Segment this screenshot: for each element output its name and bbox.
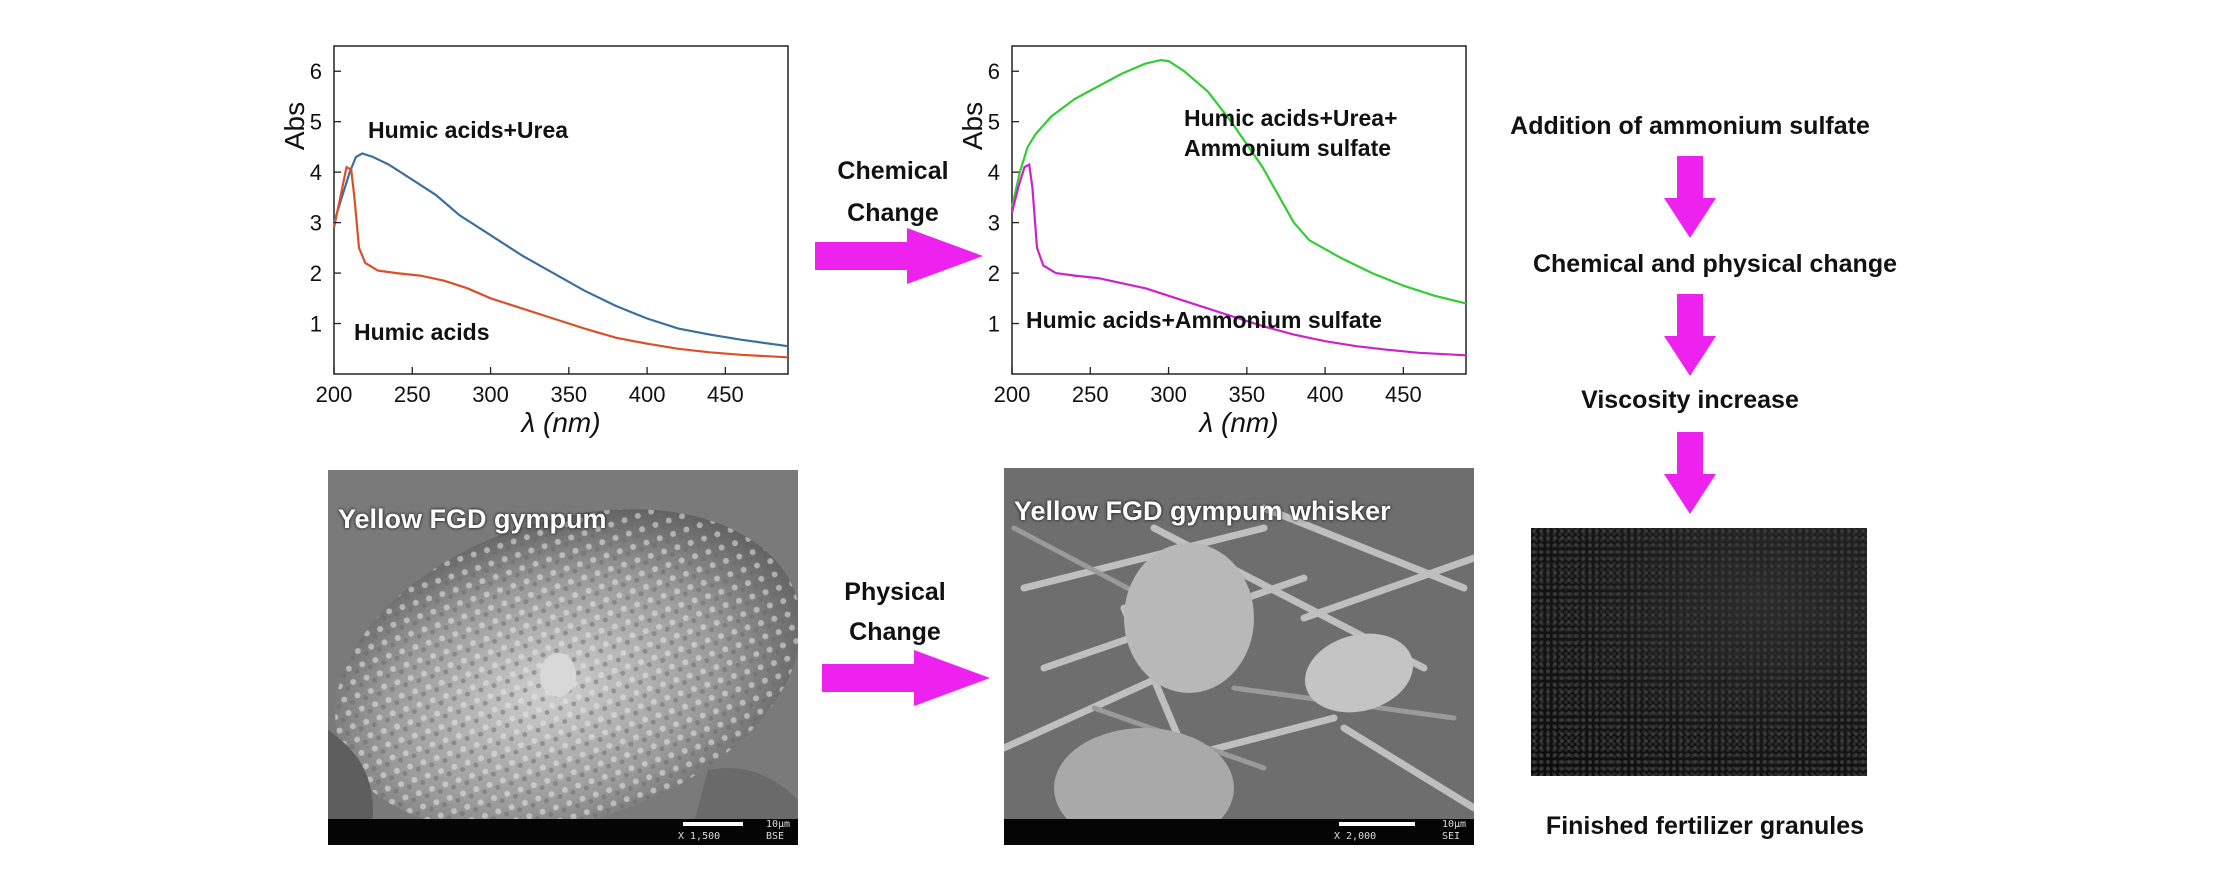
chart1-x-tick-label-5: 450 — [707, 382, 744, 407]
chart2-y-tick-label-0: 1 — [988, 312, 1000, 337]
sem-mode-label-2: SEI — [1442, 831, 1461, 842]
sem-scale-label-1: 10μm — [766, 819, 791, 830]
chart1-y-tick-label-0: 1 — [310, 312, 322, 337]
chemical-change-line1: Chemical — [837, 157, 949, 185]
chart1-xlabel: λ (nm) — [519, 407, 600, 438]
chart1-x-tick-label-2: 300 — [472, 382, 509, 407]
chart1-series-line-0 — [332, 152, 789, 348]
flow-step-1: Addition of ammonium sulfate — [1510, 112, 1870, 140]
chart2-ticks: 200 250 300 350 400 450 1 2 3 4 5 6 — [988, 59, 1422, 407]
chart2-ylabel: Abs — [957, 102, 988, 150]
chart2-y-tick-label-5: 6 — [988, 59, 1000, 84]
chart1-series-line-1 — [332, 165, 789, 359]
chart1-y-tick-label-1: 2 — [310, 261, 322, 286]
chart1-plot-area: 200 250 300 350 400 450 1 2 3 4 5 6 — [310, 45, 789, 407]
chart1-y-tick-label-4: 5 — [310, 110, 322, 135]
flow-arrow-down-icon-1 — [1664, 156, 1716, 238]
sem-caption-2: Yellow FGD gympum whisker — [1014, 496, 1391, 526]
flow-final-caption: Finished fertilizer granules — [1545, 812, 1865, 840]
chart2-x-tick-label-5: 450 — [1385, 382, 1422, 407]
chart2-x-tick-label-3: 350 — [1228, 382, 1265, 407]
flow-arrow-down-icon-2 — [1664, 294, 1716, 376]
flow-step-3: Viscosity increase — [1581, 386, 1799, 414]
chart2-y-tick-label-3: 4 — [988, 160, 1000, 185]
physical-change-arrow-icon — [822, 650, 990, 706]
chart2-plot-area: 200 250 300 350 400 450 1 2 3 4 5 6 — [988, 45, 1467, 407]
sem-texture-1 — [328, 470, 798, 845]
sem-mag-label-2: X 2,000 — [1334, 831, 1377, 842]
chart2-x-tick-label-0: 200 — [994, 382, 1031, 407]
chart1-x-tick-label-0: 200 — [316, 382, 353, 407]
chart1-series-group — [332, 152, 789, 359]
sem-info-bar-1: 10μm X 1,500 BSE — [328, 819, 798, 845]
sem-caption-1: Yellow FGD gympum — [338, 504, 607, 534]
chart2-series-line-1 — [1010, 162, 1467, 357]
chart1-y-tick-label-2: 3 — [310, 211, 322, 236]
flow-arrow-down-icon-3 — [1664, 432, 1716, 514]
sem-image-fgd-gypsum: Yellow FGD gympum 10μm X 1,500 BSE — [328, 470, 798, 845]
chart2-y-tick-label-1: 2 — [988, 261, 1000, 286]
chemical-change-label: Chemical Change — [818, 150, 968, 234]
sem-texture-2 — [1004, 468, 1474, 845]
sem-info-bar-2: 10μm X 2,000 SEI — [1004, 819, 1474, 845]
chart1-y-tick-label-3: 4 — [310, 160, 322, 185]
physical-change-line2: Change — [849, 618, 941, 646]
chemical-change-line2: Change — [847, 199, 939, 227]
uv-chart-humic-urea: 200 250 300 350 400 450 1 2 3 4 5 6 Humic acids+Ure… — [279, 45, 789, 438]
sem-mag-label-1: X 1,500 — [678, 831, 721, 842]
chart2-x-tick-label-4: 400 — [1307, 382, 1344, 407]
fertilizer-granules-photo — [1531, 528, 1867, 776]
chart2-x-tick-label-2: 300 — [1150, 382, 1187, 407]
chart2-series-label-0a: Humic acids+Urea+ — [1184, 105, 1398, 131]
chart1-x-tick-label-1: 250 — [394, 382, 431, 407]
sem-mode-label-1: BSE — [766, 831, 785, 842]
uv-chart-ammonium-sulfate: 200 250 300 350 400 450 1 2 3 4 5 6 Humic acids+Ure… — [957, 45, 1467, 438]
chart2-series-label-1: Humic acids+Ammonium sulfate — [1026, 307, 1382, 333]
chart1-x-tick-label-4: 400 — [629, 382, 666, 407]
chart2-series-label-0b: Ammonium sulfate — [1184, 135, 1391, 161]
physical-change-line1: Physical — [844, 578, 946, 606]
chart2-y-tick-label-4: 5 — [988, 110, 1000, 135]
chart2-x-tick-label-1: 250 — [1072, 382, 1109, 407]
chart2-series-group — [1010, 58, 1467, 357]
flow-step-2: Chemical and physical change — [1532, 250, 1897, 278]
sem-image-fgd-whisker: Yellow FGD gympum whisker 10μm X 2,000 S… — [1004, 468, 1474, 845]
sem-scale-bar-2 — [1339, 822, 1415, 826]
chart1-x-tick-label-3: 350 — [550, 382, 587, 407]
chart1-y-tick-label-5: 6 — [310, 59, 322, 84]
chart2-xlabel: λ (nm) — [1197, 407, 1278, 438]
chart1-series-label-1: Humic acids — [354, 319, 490, 345]
chemical-change-arrow-icon — [815, 228, 983, 284]
chart1-ticks: 200 250 300 350 400 450 1 2 3 4 5 6 — [310, 59, 744, 407]
chart2-series-line-0 — [1010, 58, 1467, 305]
chart2-y-tick-label-2: 3 — [988, 211, 1000, 236]
sem-scale-label-2: 10μm — [1442, 819, 1467, 830]
chart1-ylabel: Abs — [279, 102, 310, 150]
chart1-frame — [333, 45, 789, 375]
chart1-series-label-0: Humic acids+Urea — [368, 117, 568, 143]
physical-change-label: Physical Change — [820, 572, 970, 652]
sem-scale-bar-1 — [683, 822, 743, 826]
